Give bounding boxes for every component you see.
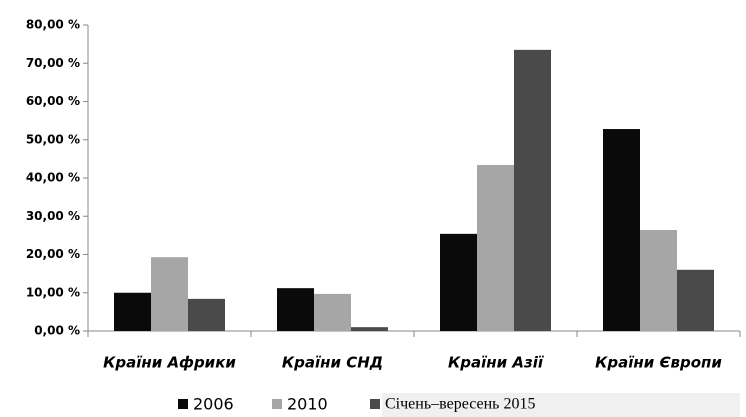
- x-tick-label: Країни Європи: [595, 354, 722, 372]
- bar: [188, 298, 225, 331]
- bar: [314, 293, 351, 331]
- y-tick-label: 20,00 %: [26, 247, 80, 261]
- legend-label: Січень–вересень 2015: [385, 396, 535, 413]
- y-tick-label: 30,00 %: [26, 209, 80, 223]
- y-tick-label: 70,00 %: [26, 56, 80, 70]
- x-tick-label: Країни Азії: [448, 354, 545, 372]
- legend-background: [382, 393, 740, 417]
- bar: [677, 269, 714, 331]
- y-tick-label: 0,00 %: [34, 324, 80, 338]
- bar: [277, 288, 314, 331]
- bar: [151, 257, 188, 331]
- y-tick-label: 80,00 %: [26, 18, 80, 32]
- bar: [477, 164, 514, 331]
- x-tick-label: Країни СНД: [282, 354, 383, 372]
- legend-swatch: [370, 399, 380, 409]
- bar: [114, 292, 151, 331]
- legend-swatch: [272, 399, 282, 409]
- legend-swatch: [178, 399, 188, 409]
- y-tick-label: 40,00 %: [26, 171, 80, 185]
- bar: [440, 233, 477, 331]
- legend-label: 2010: [287, 395, 328, 414]
- bar: [603, 129, 640, 331]
- y-tick-label: 50,00 %: [26, 132, 80, 146]
- y-tick-label: 60,00 %: [26, 94, 80, 108]
- y-tick-label: 10,00 %: [26, 285, 80, 299]
- x-tick-label: Країни Африки: [103, 354, 236, 372]
- bar: [640, 230, 677, 331]
- legend-label: 2006: [193, 395, 234, 414]
- bar: [351, 327, 388, 331]
- bar: [514, 49, 551, 332]
